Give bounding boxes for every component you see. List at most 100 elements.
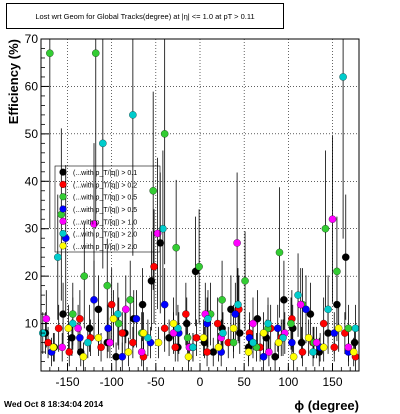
data-point [233, 239, 241, 247]
legend-label: (...with p_T/|q|) > 1.0 [73, 219, 137, 226]
data-point [104, 324, 112, 333]
data-point [296, 300, 305, 309]
data-point [218, 296, 226, 304]
data-point [94, 305, 103, 314]
legend-box [54, 165, 161, 253]
y-tick-label: 70 [25, 32, 39, 46]
data-point [54, 324, 63, 333]
legend-marker [59, 168, 67, 176]
data-point [264, 319, 272, 328]
data-point [90, 296, 98, 304]
data-point [160, 300, 169, 309]
data-point [149, 187, 157, 195]
data-point [229, 324, 238, 333]
data-point [65, 348, 74, 356]
data-point [297, 338, 306, 347]
y-axis-label: Efficiency (%) [6, 39, 21, 124]
x-tick-label: 0 [197, 375, 204, 389]
data-point [46, 49, 54, 57]
x-tick-label: 150 [322, 375, 342, 389]
data-point [229, 338, 238, 347]
chart-title-box: Lost wrt Geom for Global Tracks(degree) … [6, 3, 284, 29]
footer-timestamp: Wed Oct 8 18:34:04 2014 [4, 399, 104, 409]
x-tick-label: -100 [100, 375, 124, 389]
chart-title: Lost wrt Geom for Global Tracks(degree) … [35, 11, 255, 21]
y-tick-label: 40 [25, 174, 39, 188]
data-point [294, 291, 302, 299]
data-point [147, 277, 156, 285]
data-point [182, 319, 191, 328]
data-point [132, 315, 141, 323]
data-point [195, 262, 203, 271]
data-point [58, 343, 66, 352]
data-point [289, 353, 298, 361]
x-tick-label: 100 [278, 375, 298, 389]
data-point [182, 310, 190, 318]
data-point [76, 315, 84, 323]
legend-label: (...with p_T/|q|) > 0.2 [73, 182, 137, 189]
data-point [298, 348, 307, 356]
data-point [219, 329, 227, 337]
data-point [204, 315, 212, 323]
legend-label: (...with p_T/|q|) > 0.1 [73, 170, 137, 177]
data-point [159, 224, 167, 233]
data-point [302, 305, 310, 314]
data-point [80, 272, 89, 280]
data-point [118, 353, 127, 361]
data-point [280, 296, 288, 304]
data-point [138, 300, 147, 309]
data-point [69, 310, 77, 318]
data-point [330, 343, 339, 352]
data-point [103, 281, 112, 290]
x-axis-label: ϕ (degree) [294, 398, 359, 413]
data-point [259, 353, 268, 361]
data-point [328, 215, 337, 223]
data-point [350, 338, 359, 347]
legend-marker [59, 230, 67, 238]
data-point [114, 310, 122, 318]
data-point [68, 334, 76, 342]
data-point [79, 353, 88, 361]
data-point [241, 277, 249, 285]
data-point [344, 343, 353, 352]
data-point [97, 343, 105, 352]
data-point [160, 130, 169, 138]
data-point [273, 324, 282, 333]
data-point [154, 338, 163, 347]
data-point [279, 334, 287, 342]
data-point [287, 319, 295, 328]
data-point [114, 319, 123, 328]
data-point [213, 319, 222, 328]
data-point [90, 220, 98, 228]
x-tick-label: -50 [147, 375, 165, 389]
data-point [319, 343, 328, 352]
data-point [59, 310, 67, 318]
data-point [288, 338, 296, 347]
data-point [144, 334, 152, 342]
data-point [150, 262, 158, 271]
data-point [199, 334, 208, 342]
data-point [312, 338, 321, 347]
data-point [351, 324, 360, 333]
data-point [265, 348, 273, 356]
data-point [106, 338, 114, 347]
data-point [107, 300, 116, 309]
data-point [174, 324, 182, 333]
legend-marker [59, 217, 67, 225]
data-point [214, 343, 223, 352]
data-point [274, 338, 283, 347]
data-point [85, 324, 94, 333]
legend-label: (...with p_T/|q|) > 2.0 [73, 244, 137, 251]
data-point [271, 353, 279, 361]
data-point [183, 334, 192, 342]
data-point [234, 300, 242, 309]
data-point [244, 348, 253, 356]
data-point [184, 353, 193, 361]
data-point [84, 338, 92, 347]
x-tick-label: 50 [237, 375, 251, 389]
data-point [139, 329, 148, 337]
data-point [54, 253, 62, 261]
data-point [69, 319, 77, 328]
data-point [304, 334, 313, 342]
